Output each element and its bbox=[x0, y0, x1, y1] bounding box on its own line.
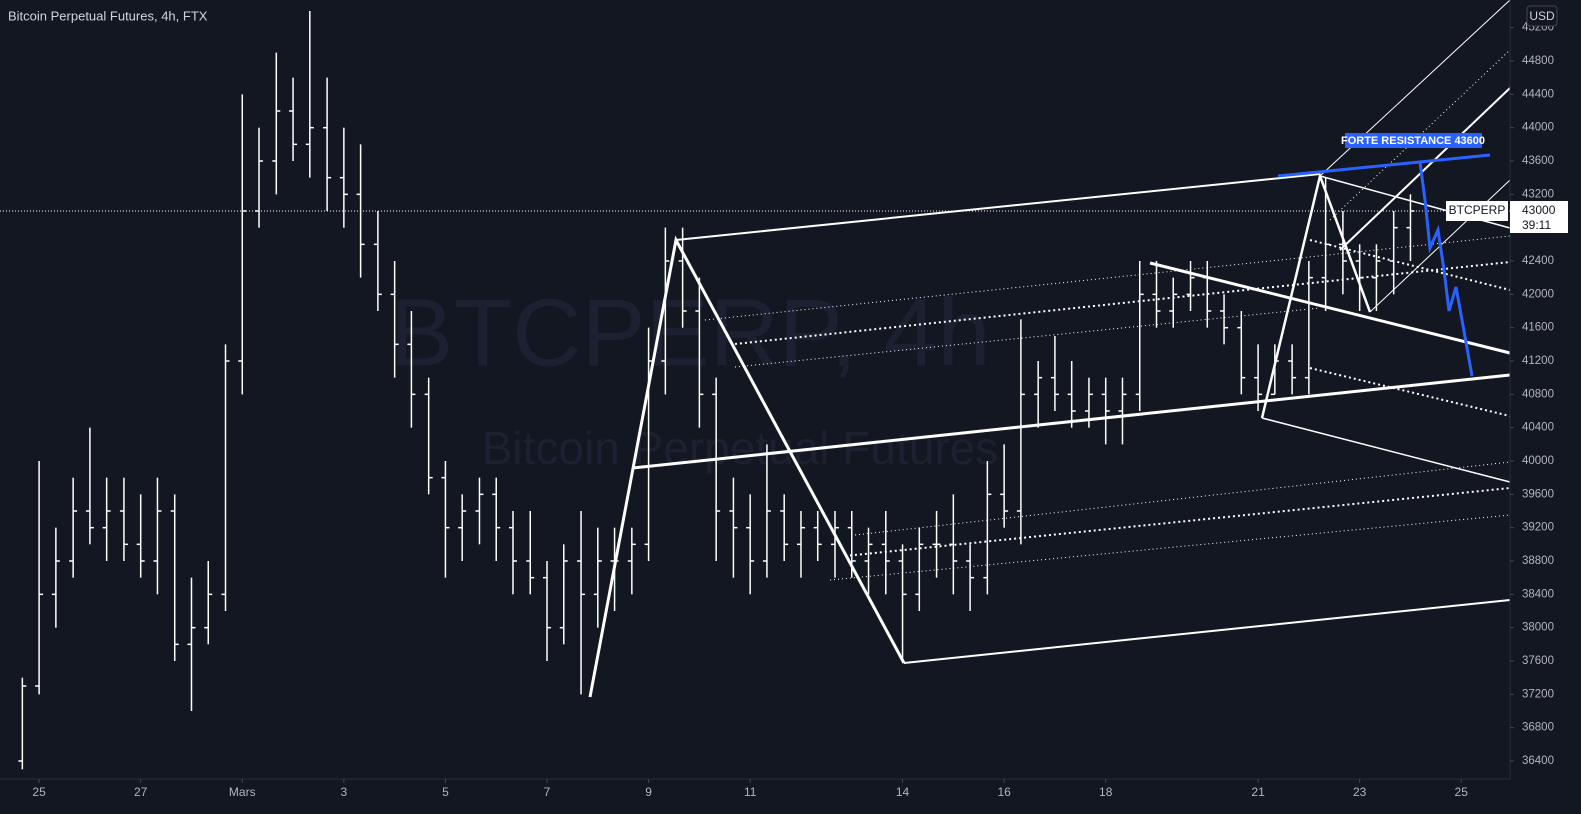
y-tick-label: 43600 bbox=[1522, 155, 1554, 167]
resistance-line bbox=[1277, 153, 1491, 178]
y-tick-label: 43200 bbox=[1522, 188, 1554, 200]
pitchfork-level bbox=[1309, 367, 1511, 417]
last-price: 43000 bbox=[1522, 203, 1556, 217]
y-tick-label: 41600 bbox=[1522, 322, 1554, 334]
pitchfork-level bbox=[844, 487, 1511, 557]
x-tick-label: 14 bbox=[896, 785, 910, 799]
watermark-subtitle: Bitcoin Perpetual Futures bbox=[482, 422, 999, 474]
y-tick-label: 40800 bbox=[1522, 388, 1554, 400]
pitchfork-median bbox=[1149, 261, 1511, 355]
y-tick-label: 38800 bbox=[1522, 555, 1554, 567]
currency: USD bbox=[1529, 9, 1555, 23]
chart-title: Bitcoin Perpetual Futures, 4h, FTX bbox=[8, 8, 208, 23]
pitchfork-level bbox=[704, 235, 1511, 321]
plot bbox=[0, 11, 1510, 770]
y-tick-label: 36800 bbox=[1522, 722, 1554, 734]
projection-path bbox=[1418, 161, 1474, 377]
x-tick-label: 11 bbox=[744, 785, 757, 799]
watermark: BTCPERP, 4h bbox=[389, 279, 990, 386]
pitchfork-lower bbox=[1261, 417, 1511, 483]
y-tick-label: 37600 bbox=[1522, 655, 1554, 667]
time-axis bbox=[0, 779, 1510, 814]
pitchfork-median bbox=[1339, 87, 1511, 251]
x-tick-label: 9 bbox=[645, 785, 652, 799]
price-axis bbox=[1510, 0, 1581, 814]
symbol-label: BTCPERP bbox=[1449, 203, 1506, 217]
price-box bbox=[1510, 201, 1568, 233]
y-tick-label: 36400 bbox=[1522, 755, 1554, 767]
x-tick-label: 25 bbox=[32, 785, 46, 799]
x-tick-label: 23 bbox=[1353, 785, 1367, 799]
y-tick-label: 39200 bbox=[1522, 522, 1554, 534]
y-tick-label: 42400 bbox=[1522, 255, 1554, 267]
y-tick-label: 44000 bbox=[1522, 122, 1554, 134]
x-tick-label: 7 bbox=[544, 785, 551, 799]
pitchfork-upper bbox=[675, 173, 1321, 241]
y-tick-label: 39600 bbox=[1522, 488, 1554, 500]
y-tick-label: 38000 bbox=[1522, 622, 1554, 634]
y-tick-label: 44800 bbox=[1522, 55, 1554, 67]
y-tick-label: 40400 bbox=[1522, 422, 1554, 434]
countdown: 39:11 bbox=[1522, 218, 1551, 232]
y-tick-label: 45200 bbox=[1522, 22, 1554, 34]
x-tick-label: 25 bbox=[1455, 785, 1469, 799]
y-tick-label: 38400 bbox=[1522, 588, 1554, 600]
x-tick-label: 5 bbox=[442, 785, 449, 799]
y-tick-label: 41200 bbox=[1522, 355, 1554, 367]
pitchfork-median bbox=[632, 373, 1511, 470]
x-tick-label: 27 bbox=[134, 785, 148, 799]
annotation: FORTE RESISTANCE 43600 bbox=[1341, 135, 1485, 147]
x-tick-label: Mars bbox=[229, 785, 256, 799]
currency-box[interactable] bbox=[1526, 5, 1558, 27]
pitchfork-level bbox=[1309, 239, 1511, 291]
x-tick-label: 3 bbox=[341, 785, 348, 799]
symbol-box bbox=[1446, 201, 1508, 221]
y-tick-label: 44400 bbox=[1522, 88, 1554, 100]
pitchfork-lower bbox=[903, 599, 1511, 664]
y-tick-label: 42000 bbox=[1522, 288, 1554, 300]
x-tick-label: 18 bbox=[1099, 785, 1113, 799]
y-tick-label: 40000 bbox=[1522, 455, 1554, 467]
annotation-box bbox=[1345, 133, 1482, 148]
y-tick-label: 37200 bbox=[1522, 688, 1554, 700]
x-tick-label: 16 bbox=[997, 785, 1011, 799]
drawings bbox=[588, 0, 1511, 698]
x-tick-label: 21 bbox=[1251, 785, 1265, 799]
